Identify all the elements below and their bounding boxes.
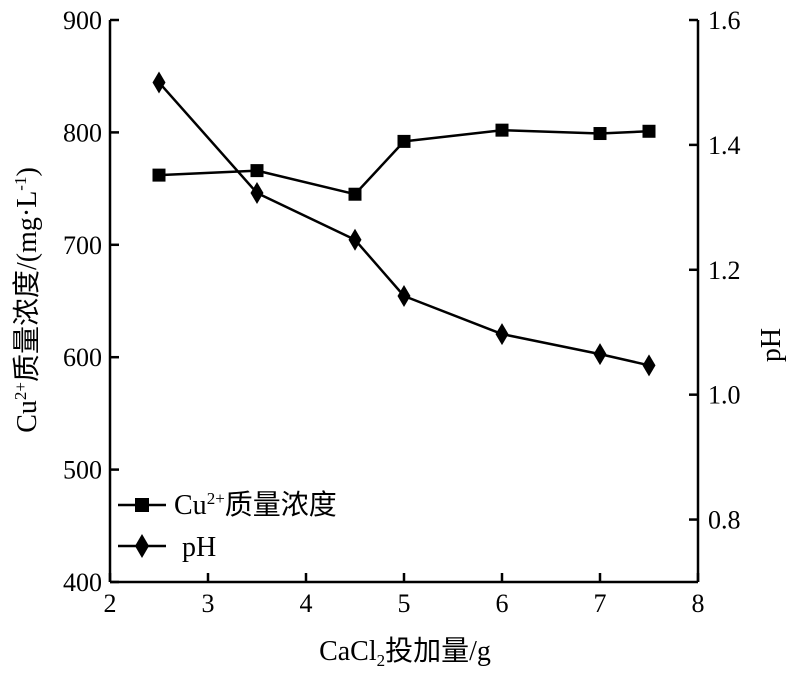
data-point-cu — [250, 164, 264, 178]
data-point-ph — [348, 228, 362, 251]
y-left-tick-label: 400 — [63, 568, 102, 597]
x-tick-label: 7 — [594, 589, 607, 618]
y-left-tick-label: 800 — [63, 118, 102, 147]
data-point-cu — [642, 124, 656, 138]
legend-label-ph: pH — [182, 532, 216, 563]
data-point-ph — [152, 71, 166, 94]
data-point-ph — [495, 323, 509, 346]
x-tick-label: 2 — [104, 589, 117, 618]
x-tick-label: 4 — [300, 589, 313, 618]
y-axis-left-title: Cu2+质量浓度/(mg·L-1) — [11, 167, 43, 433]
x-axis-title: CaCl2投加量/g — [319, 635, 491, 670]
data-point-cu — [152, 168, 166, 182]
data-point-cu — [593, 127, 607, 141]
y-right-tick-label: 1.6 — [708, 6, 741, 35]
series-line-ph — [158, 81, 650, 367]
legend-diamond-marker — [135, 534, 149, 558]
y-left-tick-label: 900 — [63, 6, 102, 35]
data-point-cu — [397, 134, 411, 148]
x-tick-label: 8 — [692, 589, 705, 618]
y-left-tick-label: 600 — [63, 343, 102, 372]
legend-square-marker — [135, 498, 149, 512]
y-left-tick-label: 500 — [63, 456, 102, 485]
legend: Cu2+质量浓度 pH — [118, 489, 337, 563]
data-point-cu — [495, 123, 509, 137]
data-point-ph — [250, 181, 264, 204]
y-right-tick-label: 0.8 — [708, 506, 741, 535]
data-point-cu — [348, 187, 362, 201]
x-tick-label: 3 — [202, 589, 215, 618]
ticks: 2 3 4 5 6 7 8 400 500 600 700 800 900 0.8 1.0 1.2 1.4 1.6 — [63, 6, 741, 618]
data-point-ph — [642, 354, 656, 377]
y-left-tick-label: 700 — [63, 231, 102, 260]
y-right-tick-label: 1.2 — [708, 256, 741, 285]
data-point-ph — [593, 343, 607, 366]
x-tick-label: 6 — [496, 589, 509, 618]
y-axis-right-title: pH — [756, 328, 787, 362]
y-right-tick-label: 1.0 — [708, 381, 741, 410]
series — [152, 71, 656, 377]
data-point-ph — [397, 285, 411, 308]
x-tick-label: 5 — [398, 589, 411, 618]
y-right-tick-label: 1.4 — [708, 131, 741, 160]
legend-label-cu: Cu2+质量浓度 — [174, 489, 337, 521]
